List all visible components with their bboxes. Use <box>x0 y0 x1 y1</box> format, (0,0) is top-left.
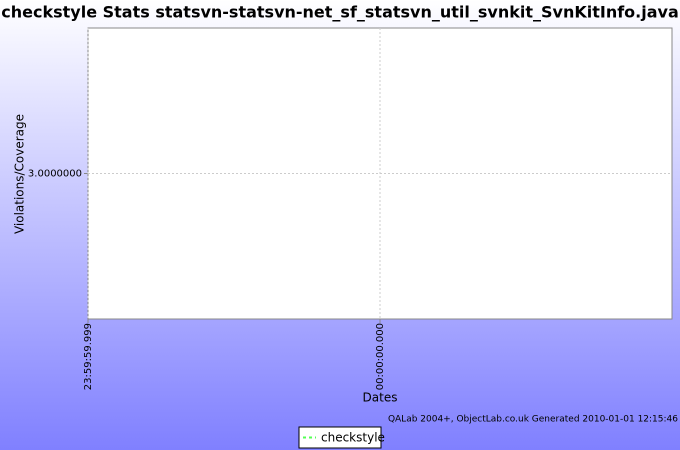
x-tick-label: 23:59:59.999 <box>83 323 94 390</box>
x-axis-label: Dates <box>363 391 398 405</box>
legend-label: checkstyle <box>321 431 385 445</box>
y-tick-label: 3.0000000 <box>28 169 82 180</box>
y-axis-label: Violations/Coverage <box>13 114 27 234</box>
legend-box <box>298 426 382 449</box>
x-tick-label: 00:00:00.000 <box>375 323 386 390</box>
footer: QALab 2004+, ObjectLab.co.uk Generated 2… <box>388 415 678 425</box>
chart-title: checkstyle Stats statsvn-statsvn-net_sf_… <box>1 3 679 22</box>
